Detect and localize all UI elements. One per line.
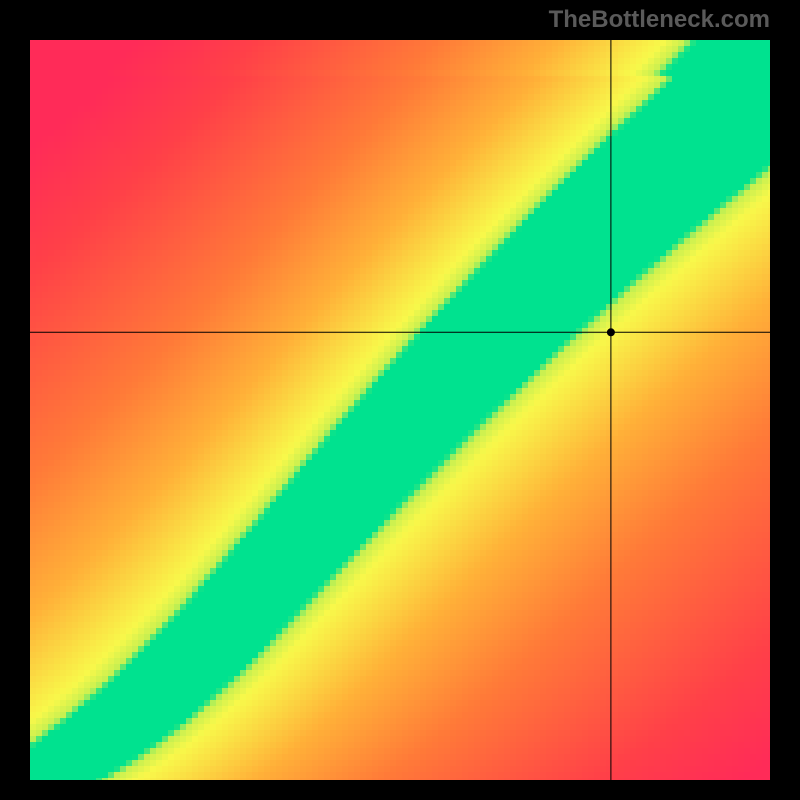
bottleneck-heatmap bbox=[30, 40, 770, 780]
watermark-text: TheBottleneck.com bbox=[549, 6, 770, 34]
chart-container: TheBottleneck.com bbox=[0, 0, 800, 800]
